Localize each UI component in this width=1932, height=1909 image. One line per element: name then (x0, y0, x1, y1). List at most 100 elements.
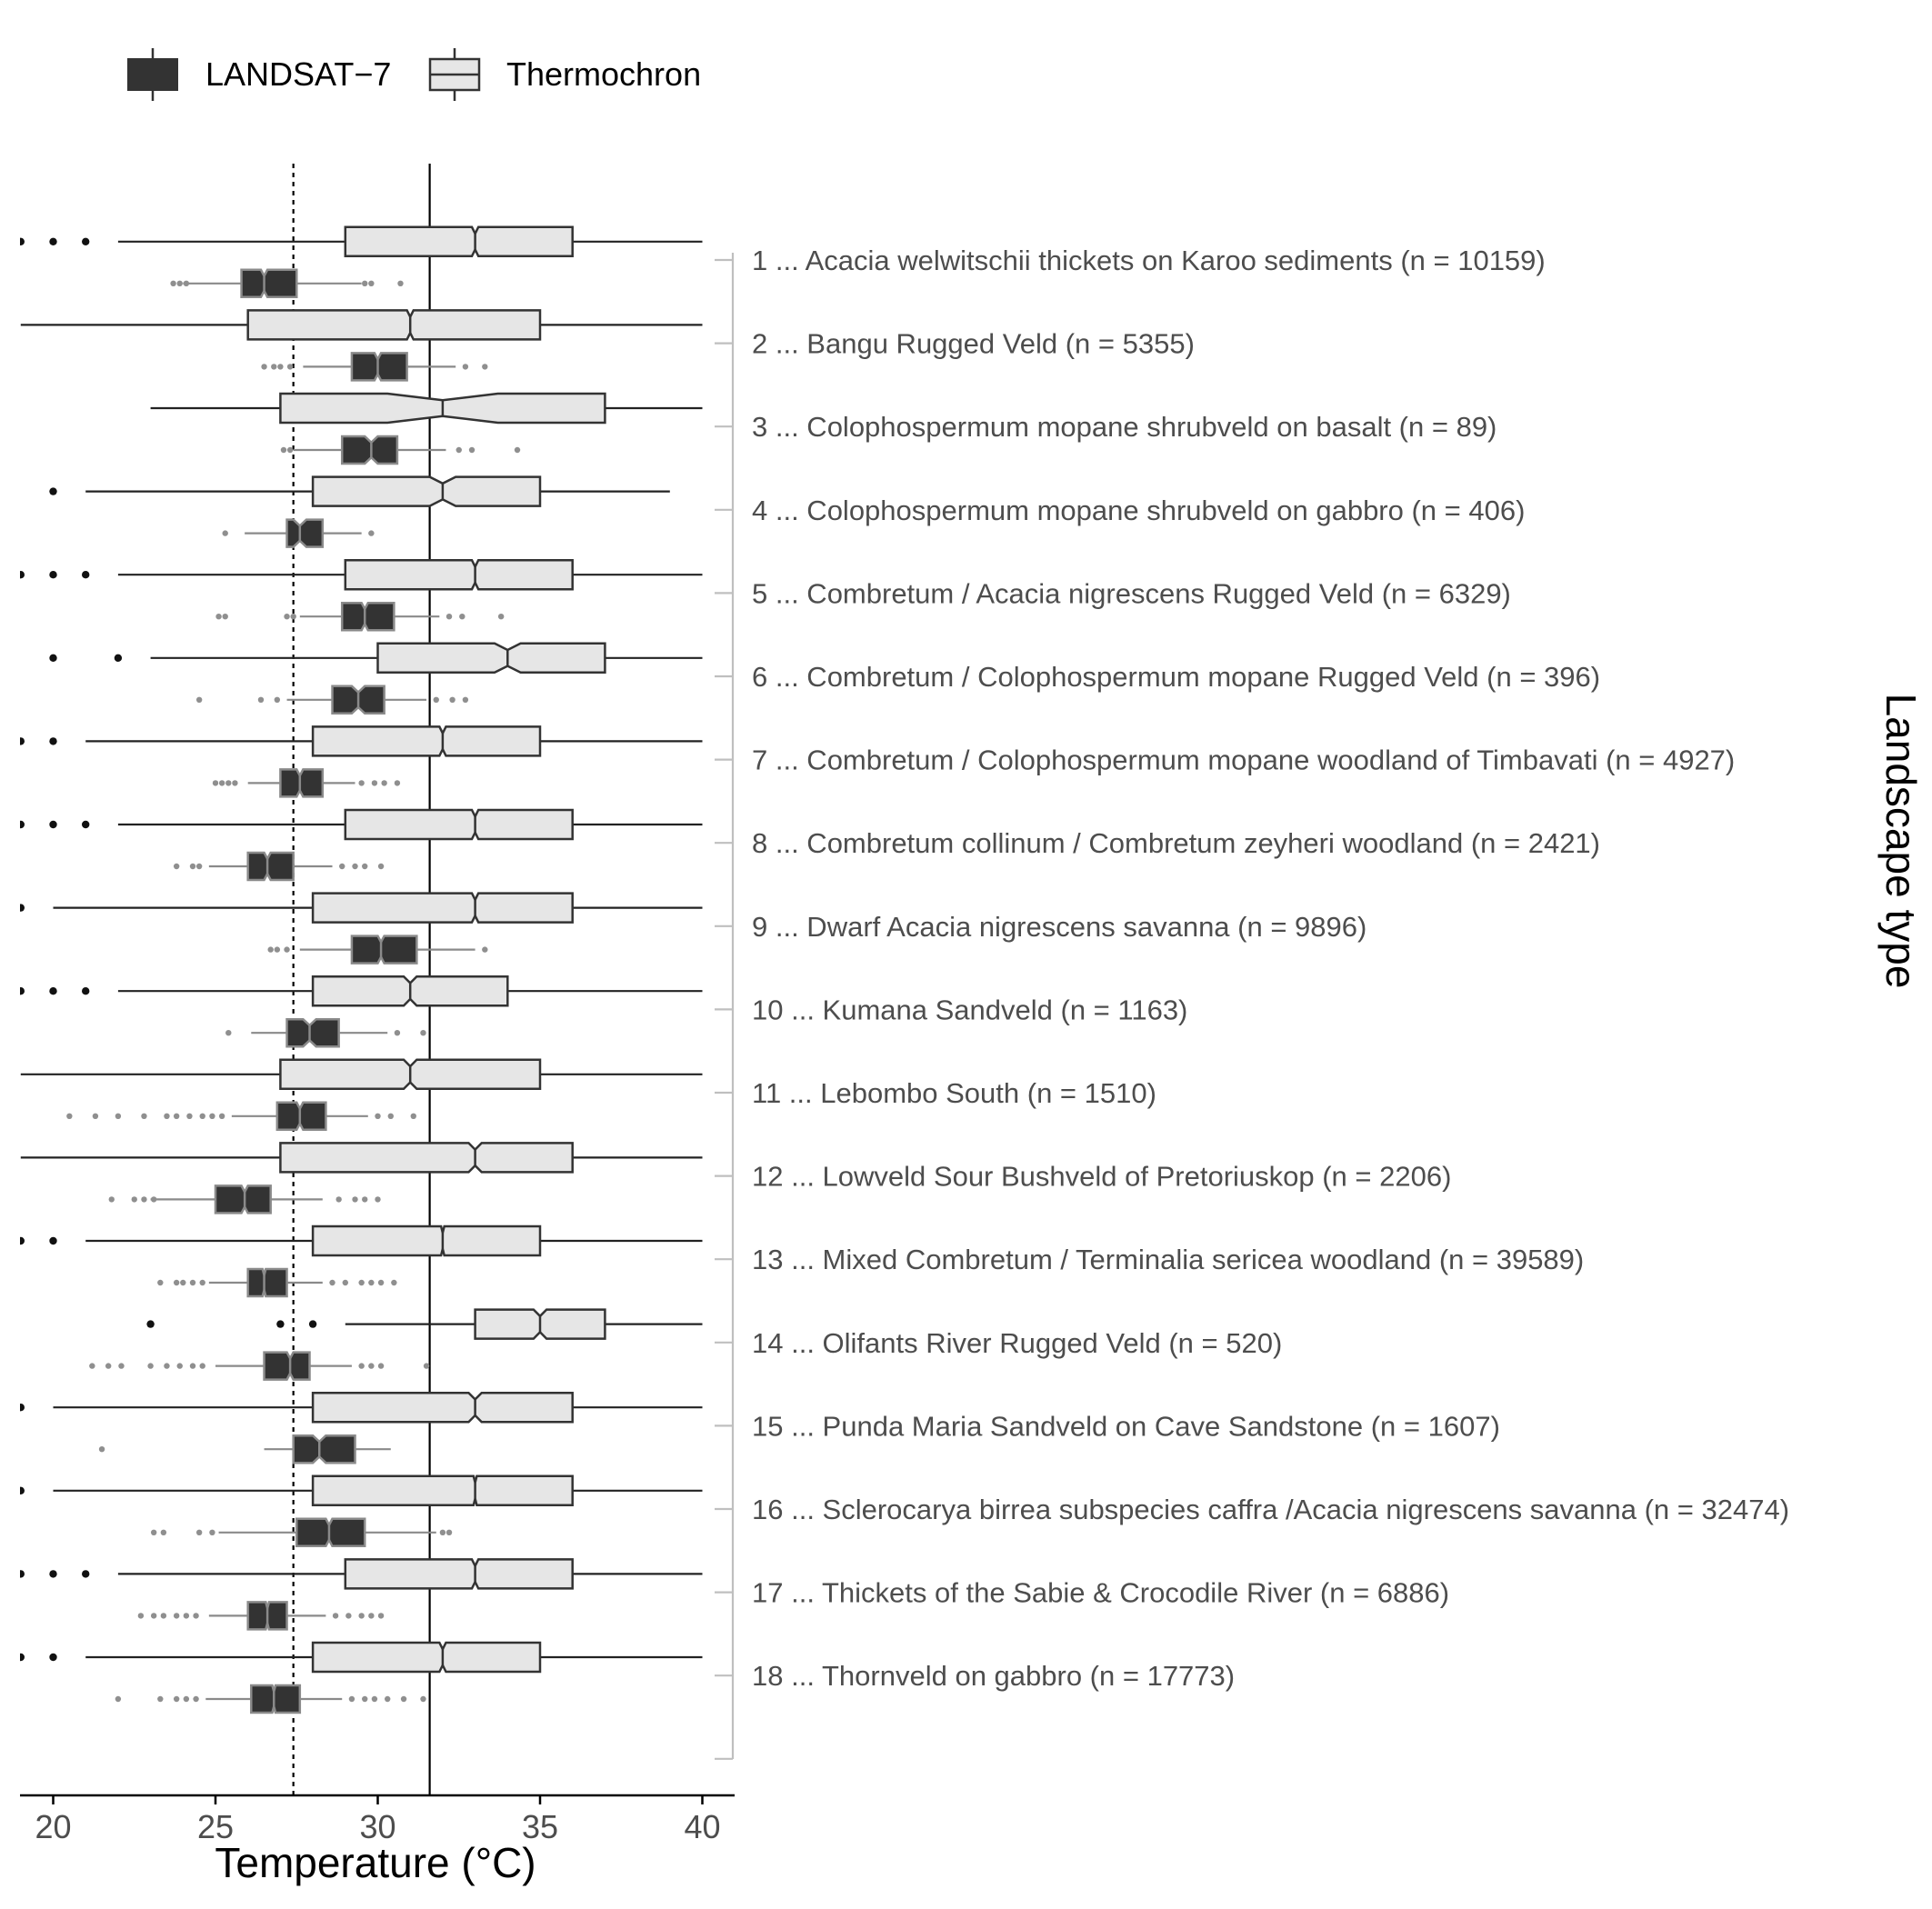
landsat-outlier (160, 1613, 167, 1619)
thermochron-box (311, 1224, 542, 1257)
landsat-outlier (232, 780, 238, 786)
thermochron-outlier (20, 1486, 25, 1494)
thermochron-outlier (49, 571, 57, 579)
landsat-outlier (164, 1113, 170, 1120)
landsat-outlier (385, 1695, 391, 1703)
landsat-outlier (445, 1529, 453, 1536)
landsat-outlier (267, 946, 274, 953)
landsat-outlier (362, 1196, 368, 1203)
landsat-outlier (358, 1279, 365, 1286)
category-label: 4 ... Colophospermum mopane shrubveld on… (752, 495, 1525, 526)
landsat-outlier (371, 780, 378, 786)
landsat-outlier (170, 280, 176, 286)
category-label: 15 ... Punda Maria Sandveld on Cave Sand… (752, 1410, 1500, 1442)
landsat-outlier (339, 863, 345, 870)
landsat-outlier (225, 1030, 232, 1036)
thermochron-outlier (82, 571, 90, 579)
thermochron-outlier (20, 1653, 25, 1662)
thermochron-outlier (49, 487, 57, 495)
landsat-outlier (433, 696, 439, 703)
category-labels: 1 ... Acacia welwitschii thickets on Kar… (752, 245, 1789, 1692)
thermochron-box (311, 725, 542, 757)
thermochron-box (376, 642, 606, 675)
landsat-outlier (329, 1279, 335, 1286)
landsat-outlier (66, 1113, 73, 1120)
landsat-outlier (286, 364, 294, 370)
landsat-outlier (381, 780, 387, 786)
landsat-outlier (150, 1529, 157, 1536)
landsat-outlier (377, 1363, 385, 1369)
thermochron-outlier (49, 654, 57, 662)
landsat-outlier (362, 863, 368, 870)
category-label: 6 ... Combretum / Colophospermum mopane … (752, 661, 1600, 693)
landsat-outlier (274, 696, 281, 703)
landsat-outlier (462, 364, 469, 370)
landsat-outlier (420, 1030, 426, 1036)
landsat-outlier (183, 1613, 190, 1619)
landsat-outlier (92, 1113, 99, 1120)
landsat-box (285, 1017, 340, 1048)
landsat-outlier (375, 1113, 381, 1120)
landsat-outlier (368, 530, 375, 536)
landsat-outlier (218, 1113, 225, 1120)
facet-axis (715, 253, 735, 1760)
landsat-outlier (222, 614, 228, 620)
x-tick-label: 20 (35, 1808, 71, 1845)
thermochron-outlier (49, 820, 57, 829)
landsat-outlier (189, 863, 196, 870)
landsat-outlier (193, 1695, 199, 1703)
landsat-outlier (186, 1113, 193, 1120)
landsat-outlier (280, 446, 287, 454)
category-label: 3 ... Colophospermum mopane shrubveld on… (752, 411, 1497, 443)
thermochron-outlier (82, 820, 90, 829)
thermochron-outlier (49, 987, 57, 995)
landsat-outlier (371, 1695, 378, 1703)
landsat-outlier (209, 1113, 215, 1120)
landsat-outlier (352, 1196, 358, 1203)
thermochron-outlier (49, 237, 57, 245)
category-label: 16 ... Sclerocarya birrea subspecies caf… (752, 1494, 1789, 1525)
category-label: 17 ... Thickets of the Sabie & Crocodile… (752, 1577, 1449, 1609)
landsat-outlier (462, 696, 469, 703)
landsat-outlier (368, 1613, 375, 1619)
x-axis: 20 25 30 35 40 (20, 1794, 735, 1845)
thermochron-box (344, 558, 574, 591)
landsat-outlier (335, 1196, 342, 1203)
landsat-outlier (176, 280, 183, 286)
landsat-outlier (195, 863, 203, 870)
thermochron-outlier (20, 737, 25, 745)
landsat-outlier (164, 1363, 170, 1369)
landsat-outlier (173, 1613, 180, 1619)
legend-item-thermochron: Thermochron (428, 48, 701, 101)
landsat-outlier (377, 1613, 385, 1619)
landsat-box (246, 1267, 288, 1298)
landsat-outlier (459, 614, 465, 620)
landsat-outlier (290, 614, 296, 620)
landsat-box (340, 435, 399, 465)
x-tick-label: 30 (359, 1808, 395, 1845)
landsat-outlier (394, 1030, 401, 1036)
x-tick-label: 25 (197, 1808, 234, 1845)
landsat-outlier (420, 1695, 426, 1703)
landsat-outlier (98, 1446, 105, 1453)
landsat-outlier (445, 614, 453, 620)
landsat-outlier (89, 1363, 95, 1369)
category-label: 9 ... Dwarf Acacia nigrescens savanna (n… (752, 911, 1366, 943)
landsat-outlier (391, 1279, 397, 1286)
landsat-box (279, 768, 325, 798)
landsat-outlier (468, 446, 475, 454)
landsat-outlier (222, 530, 228, 536)
thermochron-box (279, 1142, 574, 1174)
legend: LANDSAT−7 Thermochron (127, 48, 701, 101)
category-label: 11 ... Lebombo South (n = 1510) (752, 1077, 1156, 1109)
landsat-outlier (342, 1279, 348, 1286)
category-label: 2 ... Bangu Rugged Veld (n = 5355) (752, 328, 1195, 360)
landsat-outlier (115, 1695, 122, 1703)
category-label: 14 ... Olifants River Rugged Veld (n = 5… (752, 1327, 1282, 1359)
landsat-outlier (218, 780, 225, 786)
thermochron-outlier (20, 904, 25, 912)
landsat-outlier (358, 780, 365, 786)
category-label: 7 ... Combretum / Colophospermum mopane … (752, 745, 1735, 776)
thermochron-outlier (20, 1236, 25, 1245)
